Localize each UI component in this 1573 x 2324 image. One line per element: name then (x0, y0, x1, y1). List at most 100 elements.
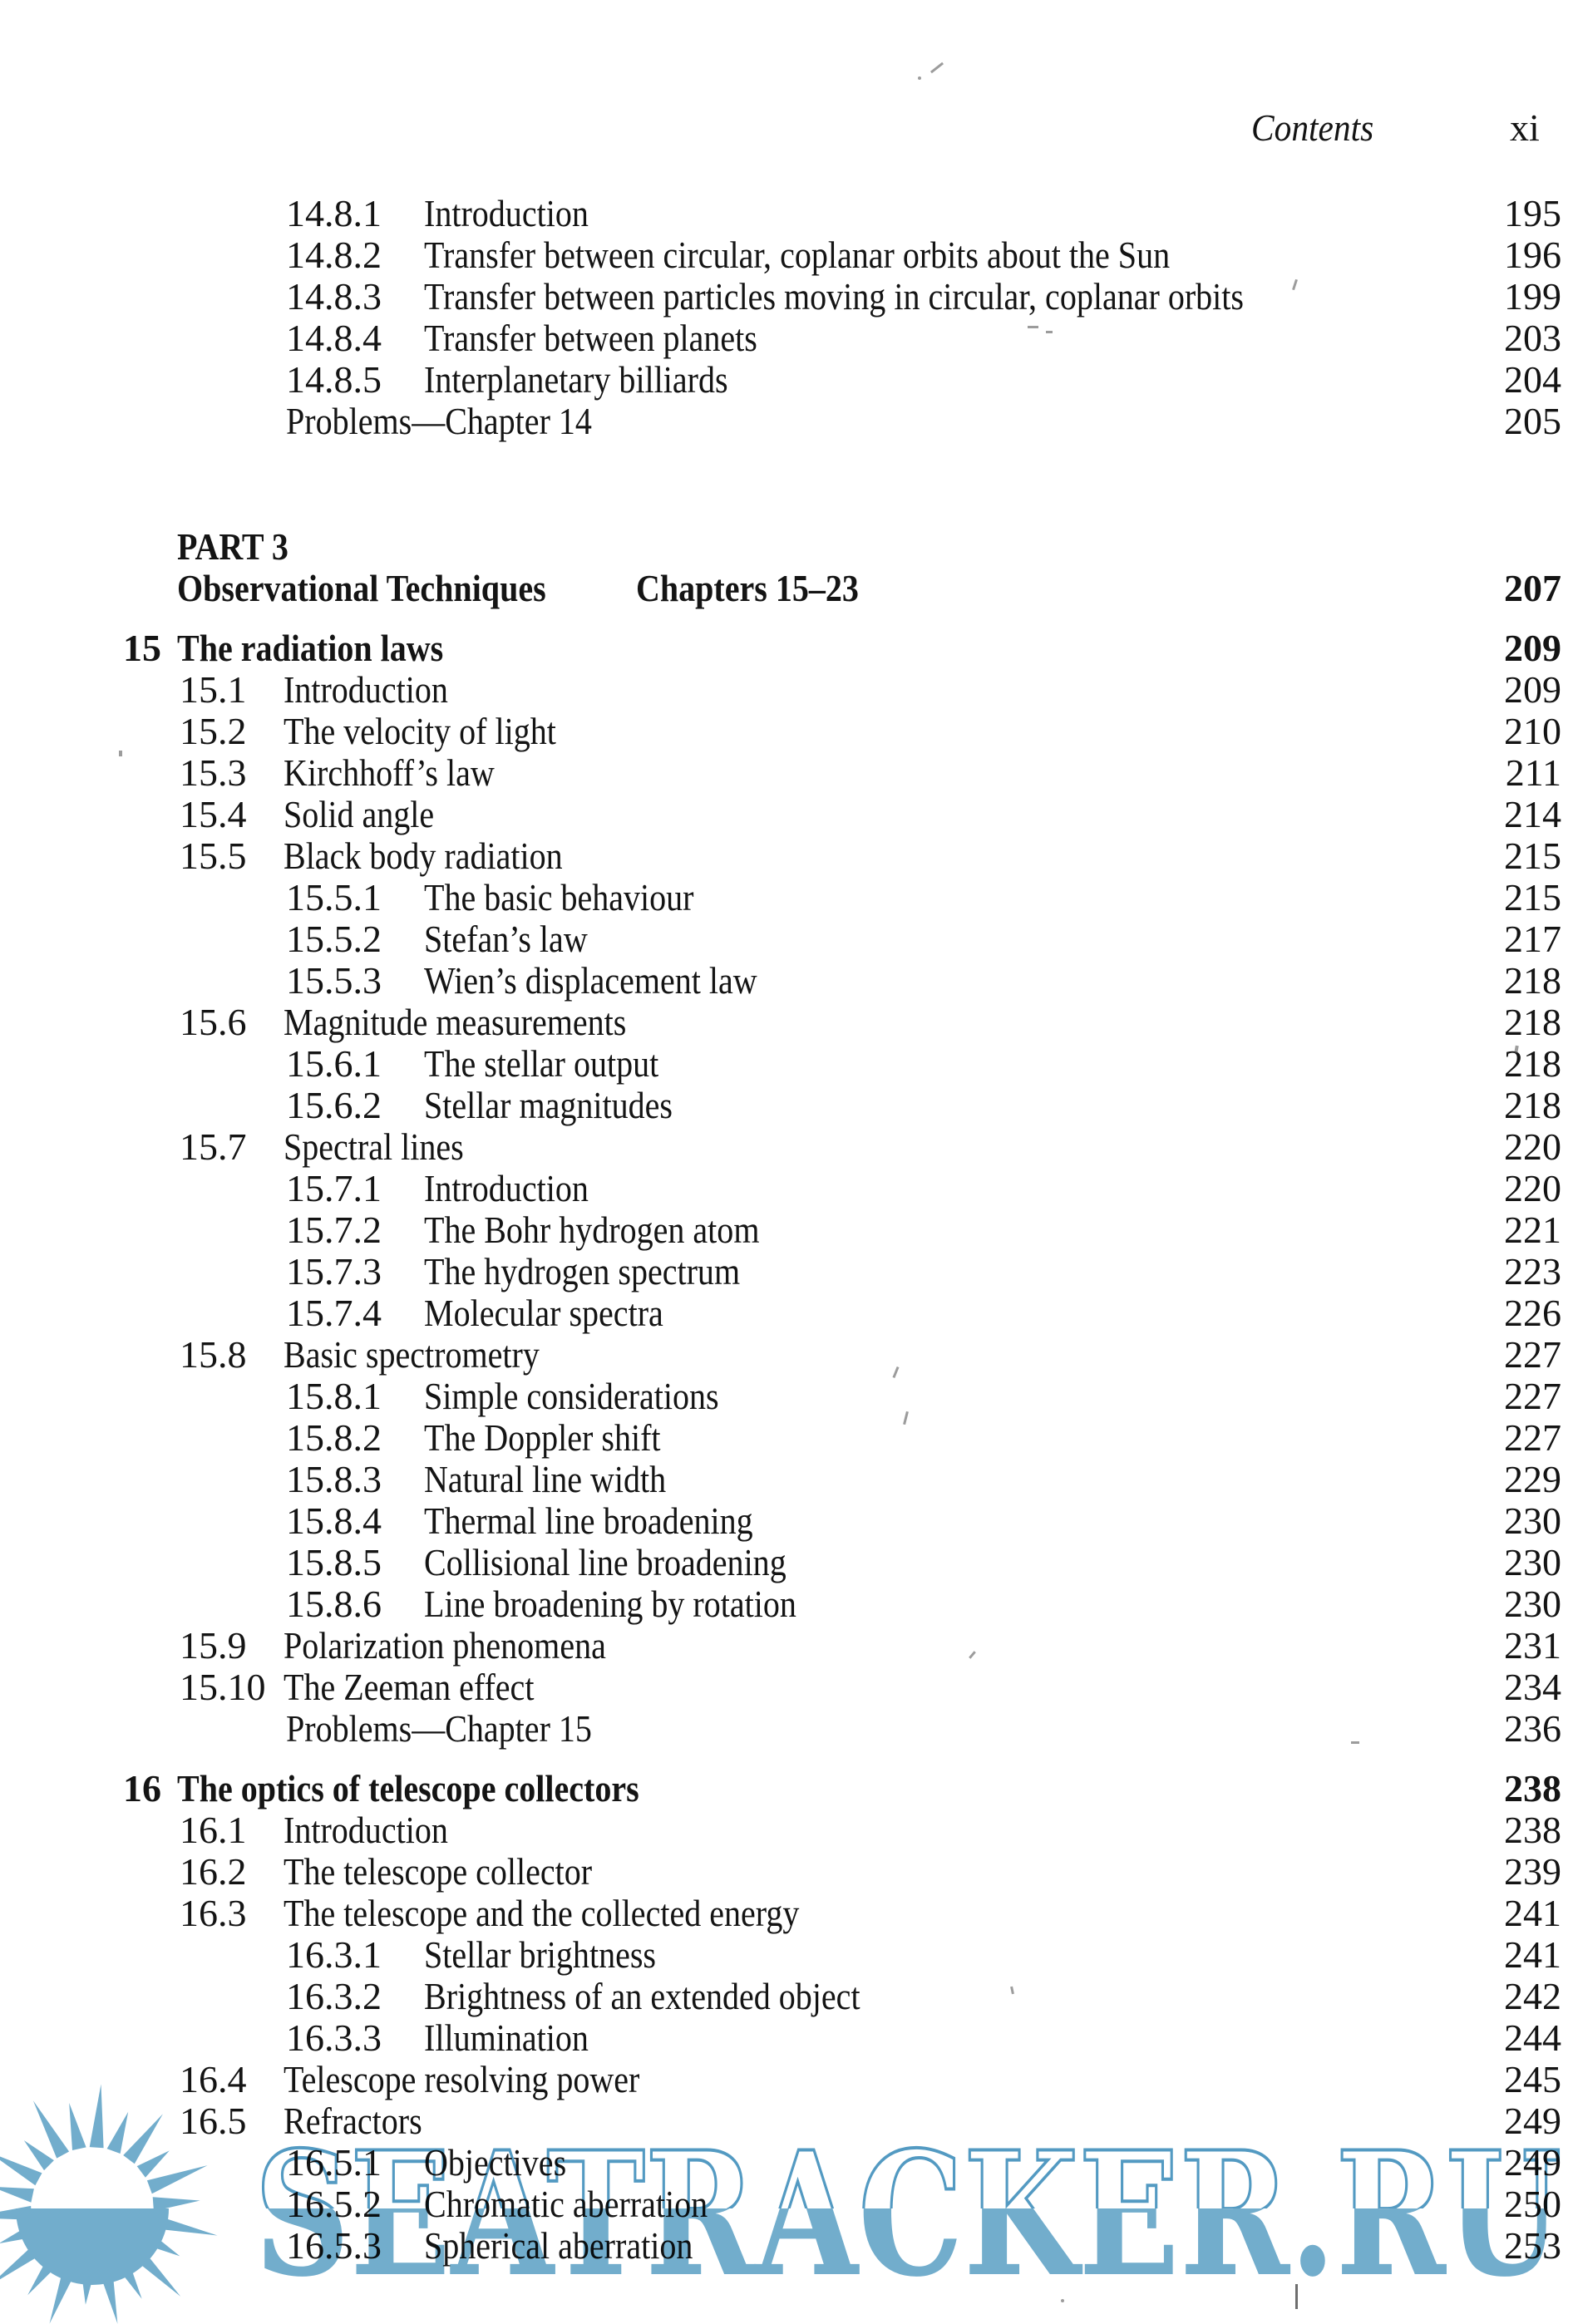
entry-number: 15.8 (180, 1333, 247, 1376)
entry-title: Refractors (284, 2100, 422, 2142)
toc-row-s3: 15.5.1 The basic behaviour 215 (0, 877, 1573, 918)
toc-row-s3: 15.7.1 Introduction 220 (0, 1168, 1573, 1209)
entry-title: Kirchhoff’s law (284, 751, 495, 794)
toc-row-s2: 15.7 Spectral lines 220 (0, 1126, 1573, 1168)
entry-page-number: 211 (1505, 751, 1561, 794)
entry-page-number: 215 (1504, 835, 1561, 877)
toc-row-s3: 16.3.1 Stellar brightness 241 (0, 1934, 1573, 1976)
entry-number: 14.8.2 (286, 234, 382, 276)
toc-row-s3: 15.8.3 Natural line width 229 (0, 1459, 1573, 1500)
toc-row-s3: 14.8.1 Introduction 195 (0, 193, 1573, 234)
entry-page-number: 210 (1504, 710, 1561, 752)
entry-title: Introduction (284, 1809, 448, 1851)
toc-row-s3: 16.5.3 Spherical aberration 253 (0, 2225, 1573, 2267)
toc-row-s3: 16.3.3 Illumination 244 (0, 2017, 1573, 2059)
entry-page-number: 230 (1504, 1541, 1561, 1583)
toc-row-s3: 15.7.4 Molecular spectra 226 (0, 1292, 1573, 1334)
entry-title: The basic behaviour (424, 876, 694, 918)
toc-row-part-label: PART 3 (0, 526, 1573, 568)
entry-number: 16.3.2 (286, 1975, 382, 2017)
entry-number: 16.2 (180, 1850, 247, 1893)
entry-page-number: 218 (1504, 959, 1561, 1002)
scan-artifact (1295, 2284, 1298, 2309)
entry-page-number: 230 (1504, 1583, 1561, 1625)
toc-row-s3: 15.8.5 Collisional line broadening 230 (0, 1542, 1573, 1583)
entry-page-number: 238 (1504, 1767, 1561, 1809)
scan-artifact (1046, 331, 1053, 333)
entry-title: Introduction (424, 192, 589, 234)
toc-row-problems: Problems—Chapter 14 205 (0, 401, 1573, 442)
entry-number: 15.7.4 (286, 1292, 382, 1334)
entry-page-number: 242 (1504, 1975, 1561, 2017)
toc-row-s3: 14.8.3 Transfer between particles moving … (0, 276, 1573, 318)
toc-row-s2: 16.1 Introduction 238 (0, 1809, 1573, 1851)
entry-number: 15.7.3 (286, 1250, 382, 1292)
entry-title: The optics of telescope collectors (177, 1767, 639, 1809)
entry-page-number: 203 (1504, 317, 1561, 359)
scan-artifact (1028, 326, 1038, 328)
entry-title: Stefan’s law (424, 918, 588, 960)
toc-row-s3: 15.6.1 The stellar output 218 (0, 1043, 1573, 1085)
entry-number: 15.8.2 (286, 1416, 382, 1459)
entry-title: Illumination (424, 2016, 589, 2059)
entry-number: 16.5.2 (286, 2183, 382, 2225)
toc-row-s2: 16.3 The telescope and the collected ener… (0, 1893, 1573, 1934)
page-header: Contents xi (0, 106, 1573, 150)
scan-artifact (119, 751, 122, 756)
entry-number: 14.8.1 (286, 192, 382, 234)
toc-row-s3: 15.6.2 Stellar magnitudes 218 (0, 1085, 1573, 1126)
entry-title: Natural line width (424, 1458, 667, 1500)
entry-number: 15.7.2 (286, 1209, 382, 1251)
entry-page-number: 234 (1504, 1666, 1561, 1708)
toc-rows: 14.8.1 Introduction 195 14.8.2 Transfer betw… (0, 193, 1573, 2267)
toc-row-s3: 15.5.2 Stefan’s law 217 (0, 918, 1573, 960)
toc-row-s3: 14.8.2 Transfer between circular, coplana… (0, 234, 1573, 276)
toc-row-problems: Problems—Chapter 15 236 (0, 1708, 1573, 1750)
entry-title: Problems—Chapter 14 (286, 400, 592, 442)
entry-number: 15.5.1 (286, 876, 382, 918)
entry-page-number: 227 (1504, 1375, 1561, 1417)
entry-title: Brightness of an extended object (424, 1975, 860, 2017)
toc-row-chapter: 15 The radiation laws 209 (0, 628, 1573, 669)
entry-page-number: 223 (1504, 1250, 1561, 1292)
entry-page-number: 217 (1504, 918, 1561, 960)
entry-number: 15.5 (180, 835, 247, 877)
entry-page-number: 226 (1504, 1292, 1561, 1334)
entry-number: 16.3 (180, 1892, 247, 1934)
toc-row-s3: 15.8.6 Line broadening by rotation 230 (0, 1583, 1573, 1625)
entry-page-number: 244 (1504, 2016, 1561, 2059)
toc-row-s2: 16.5 Refractors 249 (0, 2100, 1573, 2142)
entry-number: 15.7.1 (286, 1167, 382, 1209)
entry-page-number: 215 (1504, 876, 1561, 918)
entry-page-number: 227 (1504, 1416, 1561, 1459)
toc-row-s2: 15.10 The Zeeman effect 234 (0, 1667, 1573, 1708)
entry-page-number: 231 (1504, 1624, 1561, 1667)
entry-page-number: 245 (1504, 2058, 1561, 2100)
entry-page-number: 236 (1504, 1707, 1561, 1750)
entry-page-number: 249 (1504, 2141, 1561, 2184)
entry-page-number: 250 (1504, 2183, 1561, 2225)
entry-title: The radiation laws (177, 627, 444, 669)
entry-number: 15.8.1 (286, 1375, 382, 1417)
entry-title: Objectives (424, 2141, 567, 2184)
toc-row-s3: 14.8.4 Transfer between planets 203 (0, 318, 1573, 359)
entry-page-number: 241 (1504, 1933, 1561, 1976)
toc-row-s2: 15.3 Kirchhoff’s law 211 (0, 752, 1573, 794)
toc-row-s2: 15.9 Polarization phenomena 231 (0, 1625, 1573, 1667)
entry-title: The telescope and the collected energy (284, 1892, 800, 1934)
scan-artifact (918, 76, 921, 80)
entry-number: 16.5.1 (286, 2141, 382, 2184)
entry-number: 15.7 (180, 1125, 247, 1168)
entry-title: Magnitude measurements (284, 1001, 627, 1043)
entry-title: Transfer between particles moving in cir… (424, 275, 1244, 318)
toc-row-s3: 16.5.2 Chromatic aberration 250 (0, 2184, 1573, 2225)
toc-row-s3: 15.8.2 The Doppler shift 227 (0, 1417, 1573, 1459)
entry-number: 14.8.3 (286, 275, 382, 318)
entry-number: 15.3 (180, 751, 247, 794)
entry-page-number: 204 (1504, 358, 1561, 401)
entry-title: Wien’s displacement law (424, 959, 757, 1002)
entry-title: Thermal line broadening (424, 1499, 753, 1542)
toc-row-s3: 15.8.4 Thermal line broadening 230 (0, 1500, 1573, 1542)
entry-title: Solid angle (284, 793, 435, 835)
